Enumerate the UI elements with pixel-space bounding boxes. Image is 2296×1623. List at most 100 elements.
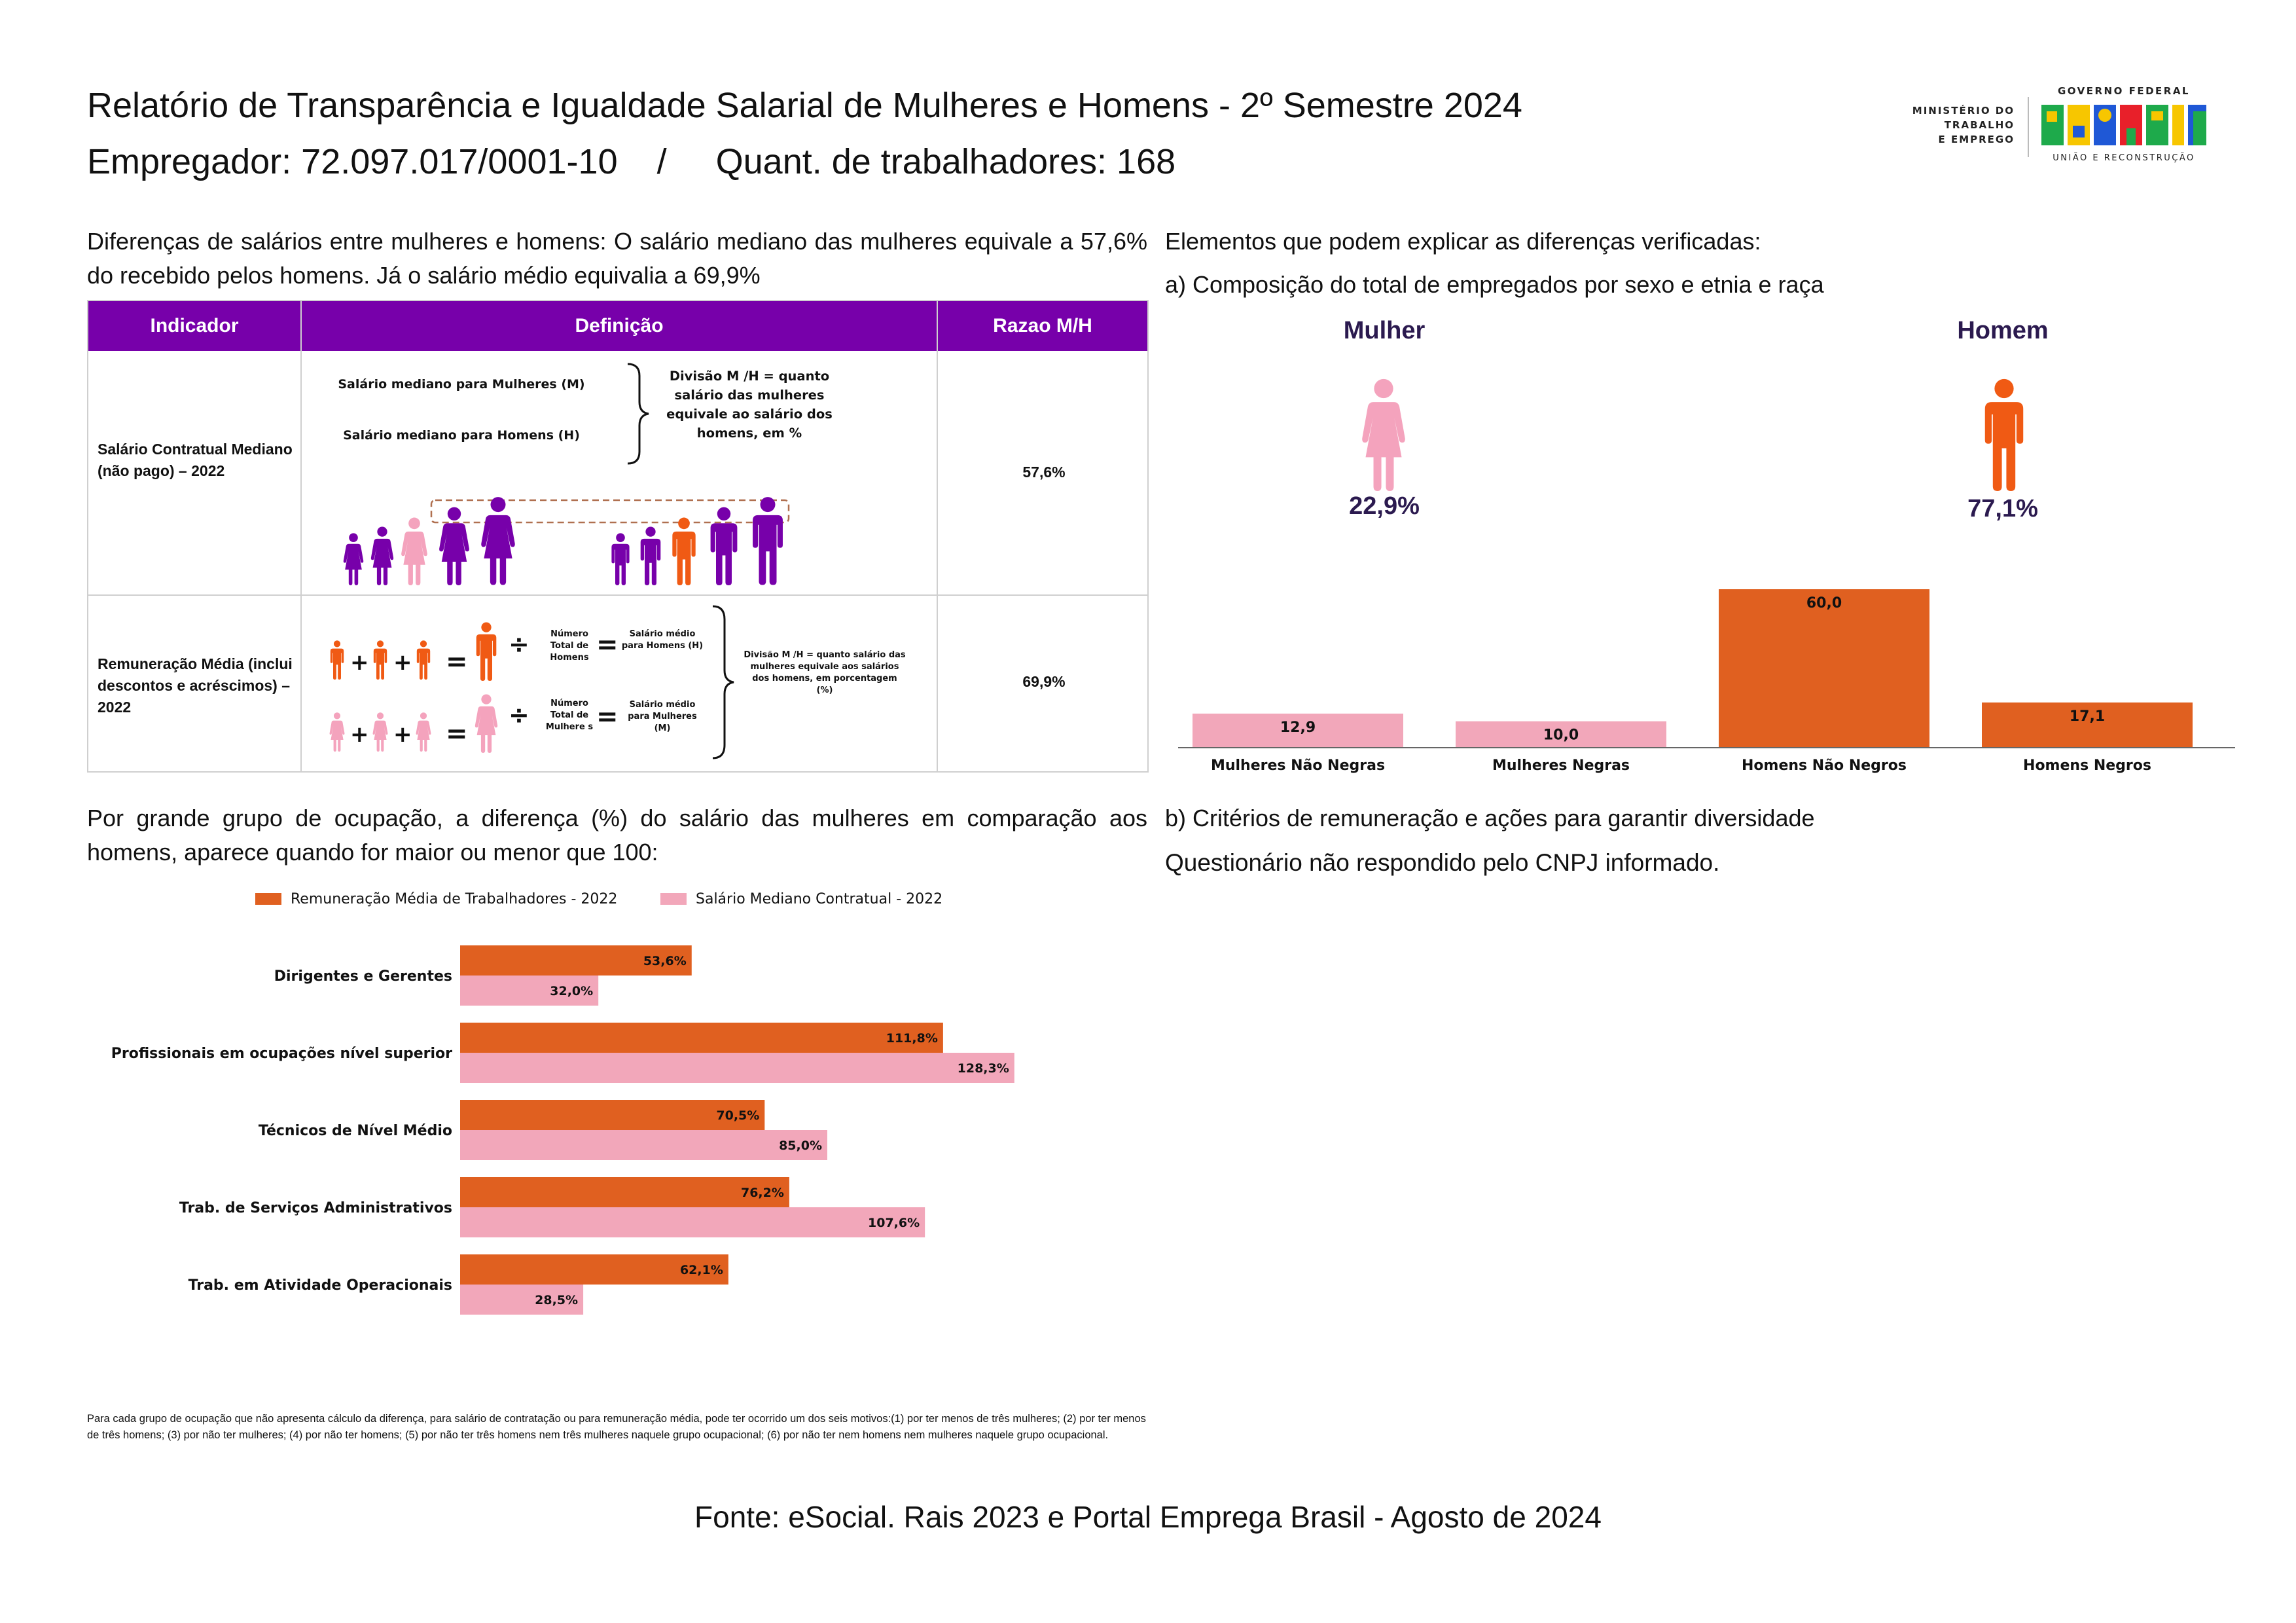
occupation-value-label: 111,8% — [886, 1031, 938, 1046]
legend-label: Remuneração Média de Trabalhadores - 202… — [291, 891, 617, 907]
divide-icon: ÷ — [509, 630, 529, 659]
comparison-box — [430, 499, 790, 524]
composition-value-label: 17,1 — [2070, 708, 2105, 725]
men-label: Homem — [1957, 317, 2049, 344]
legend-label: Salário Mediano Contratual - 2022 — [696, 891, 942, 907]
equals-icon: = — [596, 630, 619, 660]
ministry-logo-line: TRABALHO — [1944, 119, 2015, 131]
table-divider — [88, 594, 1147, 596]
occupation-value-label: 62,1% — [680, 1263, 723, 1277]
equals-icon: = — [446, 647, 468, 677]
man-icon — [753, 497, 783, 585]
def-average-note: Divisão M /H = quanto salário das mulher… — [744, 650, 906, 695]
occupation-value-label: 85,0% — [779, 1139, 822, 1153]
ministry-logo-line: E EMPREGO — [1938, 134, 2015, 145]
divide-icon: ÷ — [509, 701, 529, 729]
government-logo: GOVERNO FEDERAL UNIÃO E RECONSTRUÇÃO — [2039, 85, 2209, 170]
woman-icon — [401, 517, 427, 585]
composition-value-label: 10,0 — [1543, 727, 1579, 744]
occupation-category-label: Técnicos de Nível Médio — [259, 1123, 452, 1139]
occupation-bar — [460, 1254, 728, 1285]
composition-value-label: 12,9 — [1280, 720, 1316, 736]
composition-value-label: 60,0 — [1806, 595, 1842, 611]
man-icon — [710, 507, 738, 585]
composition-category-label: Mulheres Não Negras — [1211, 757, 1385, 774]
table-divider — [937, 301, 938, 771]
ratio-average-pay: 69,9% — [1022, 673, 1066, 690]
composition-bar — [1193, 713, 1403, 748]
woman-icon — [481, 497, 515, 585]
indicator-median-salary: Salário Contratual Mediano (não pago) – … — [98, 441, 293, 479]
woman-icon — [416, 712, 431, 752]
indicator-average-pay: Remuneração Média (inclui descontos e ac… — [98, 655, 293, 716]
logo-gov-bottom: UNIÃO E RECONSTRUÇÃO — [2053, 153, 2195, 163]
table-divider — [300, 301, 302, 771]
salary-difference-intro: Diferenças de salários entre mulheres e … — [87, 228, 1147, 289]
occupation-bar — [460, 1177, 789, 1207]
composition-subheading: a) Composição do total de empregados por… — [1165, 271, 1824, 298]
men-result-label: Salário médio para Homens (H) — [621, 629, 704, 651]
occupation-value-label: 128,3% — [958, 1061, 1009, 1076]
occupation-category-label: Trab. em Atividade Operacionais — [188, 1277, 452, 1294]
criteria-subheading: b) Critérios de remuneração e ações para… — [1165, 805, 1815, 831]
equals-icon: = — [446, 719, 468, 749]
occupation-category-label: Dirigentes e Gerentes — [274, 968, 452, 985]
composition-bar — [1982, 702, 2193, 748]
logo-divider — [2028, 97, 2029, 157]
occupation-bar — [460, 1100, 765, 1130]
woman-icon — [372, 712, 388, 752]
equals-icon: = — [596, 702, 619, 732]
occupation-value-label: 70,5% — [716, 1108, 759, 1123]
ministry-logo: MINISTÉRIO DO TRABALHO E EMPREGO — [1846, 103, 2015, 147]
occupation-bar — [460, 1285, 584, 1315]
occupation-bar — [460, 1207, 925, 1237]
man-icon — [476, 622, 497, 681]
men-percentage: 77,1% — [1967, 495, 2038, 522]
women-label: Mulher — [1343, 317, 1426, 344]
legend-swatch — [660, 893, 687, 905]
occupation-value-label: 53,6% — [643, 954, 687, 968]
occupation-category-label: Trab. de Serviços Administrativos — [179, 1200, 452, 1216]
woman-icon — [343, 533, 364, 585]
brace-icon — [627, 363, 649, 465]
source-note: Fonte: eSocial. Rais 2023 e Portal Empre… — [694, 1500, 1602, 1534]
composition-category-label: Homens Não Negros — [1742, 757, 1907, 774]
def-median-women: Salário mediano para Mulheres (M) — [338, 377, 585, 392]
woman-icon — [475, 694, 498, 753]
occupation-bar — [460, 976, 599, 1006]
occupation-bar-chart: Remuneração Média de Trabalhadores - 202… — [111, 891, 1014, 1315]
brace-icon — [712, 605, 734, 759]
footnote: Para cada grupo de ocupação que não apre… — [87, 1413, 1146, 1441]
women-total-label: Número Total de Mulhere s — [545, 699, 594, 732]
composition-category-label: Homens Negros — [2023, 757, 2151, 774]
woman-icon — [439, 507, 469, 585]
def-median-men: Salário mediano para Homens (H) — [343, 428, 580, 443]
logo-gov-top: GOVERNO FEDERAL — [2057, 85, 2190, 97]
woman-icon — [329, 712, 345, 752]
table-header-ratio: Razao M/H — [938, 301, 1147, 351]
occupation-bar — [460, 1053, 1014, 1083]
man-icon — [1984, 378, 2024, 491]
occupation-value-label: 76,2% — [741, 1186, 784, 1200]
table-header-indicator: Indicador — [88, 301, 300, 351]
composition-bar — [1456, 721, 1666, 748]
report-title: Relatório de Transparência e Igualdade S… — [87, 86, 1522, 125]
legend-swatch — [255, 893, 281, 905]
man-icon — [373, 640, 387, 680]
criteria-text: Questionário não respondido pelo CNPJ in… — [1165, 849, 1720, 876]
indicator-table: Indicador Definição Razao M/H Salário Co… — [87, 300, 1149, 773]
women-percentage: 22,9% — [1349, 492, 1420, 520]
man-icon — [672, 517, 696, 585]
plus-icon: + — [393, 649, 412, 676]
composition-category-label: Mulheres Negras — [1492, 757, 1630, 774]
men-total-label: Número Total de Homens — [550, 629, 589, 663]
woman-icon — [1362, 378, 1405, 491]
occupation-intro: Por grande grupo de ocupação, a diferenç… — [87, 805, 1147, 866]
median-figures-illustration — [343, 497, 783, 585]
man-icon — [611, 533, 630, 585]
employer-subtitle: Empregador: 72.097.017/0001-10 / Quant. … — [87, 142, 1176, 181]
occupation-category-label: Profissionais em ocupações nível superio… — [111, 1046, 452, 1062]
occupation-value-label: 32,0% — [550, 984, 593, 998]
man-icon — [330, 640, 344, 680]
table-header-definition: Definição — [302, 301, 937, 351]
